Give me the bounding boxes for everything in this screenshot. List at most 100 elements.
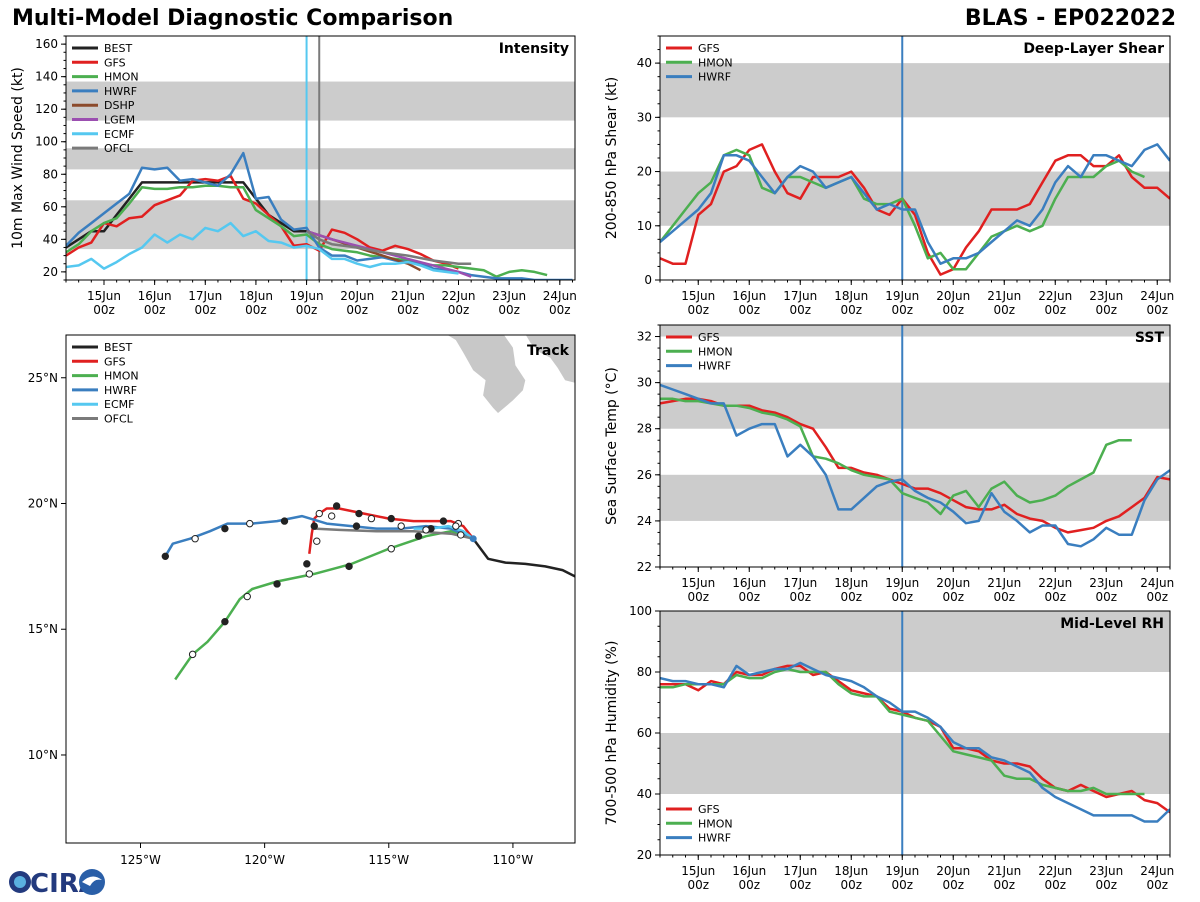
y-axis-label: 200-850 hPa Shear (kt)	[604, 77, 620, 239]
legend-label-hwrf: HWRF	[104, 384, 137, 397]
track-line-best	[472, 537, 575, 578]
panel-title: Deep-Layer Shear	[1023, 41, 1164, 57]
x-tick-hour: 00z	[1146, 303, 1168, 317]
legend-label-gfs: GFS	[698, 803, 720, 816]
x-tick-hour: 00z	[891, 590, 913, 604]
track-point-hmon	[243, 592, 251, 601]
legend-label-ofcl: OFCL	[104, 413, 134, 426]
x-tick-day: 16Jun	[732, 864, 766, 878]
legend-label-ofcl: OFCL	[104, 142, 134, 155]
track-point-gfs	[387, 514, 395, 523]
x-tick-hour: 00z	[840, 590, 862, 604]
track-point-hmon	[188, 650, 197, 659]
x-tick-hour: 00z	[840, 878, 862, 892]
x-tick-day: 21Jun	[987, 864, 1021, 878]
x-tick-day: 23Jun	[1089, 864, 1123, 878]
x-tick-day: 24Jun	[1140, 864, 1174, 878]
legend-label-lgem: LGEM	[104, 114, 135, 127]
legend-label-hwrf: HWRF	[698, 71, 731, 84]
legend-label-best: BEST	[104, 42, 132, 55]
x-tick-day: 17Jun	[783, 289, 817, 303]
legend-label-gfs: GFS	[698, 331, 720, 344]
track-point-gfs	[315, 509, 323, 518]
y-tick-label: 40	[637, 787, 652, 801]
x-tick-day: 17Jun	[188, 289, 222, 303]
x-tick-hour: 00z	[738, 878, 760, 892]
legend-label-ecmf: ECMF	[104, 398, 134, 411]
lat-tick-label: 20°N	[28, 496, 58, 510]
page-title: Multi-Model Diagnostic Comparison	[12, 6, 454, 31]
y-tick-label: 28	[637, 422, 652, 436]
plot-frame	[659, 324, 1171, 568]
y-tick-label: 80	[637, 665, 652, 679]
track-point-hwrf	[191, 535, 199, 543]
series-line-hmon	[66, 184, 548, 278]
x-tick-day: 22Jun	[1038, 576, 1072, 590]
x-tick-day: 16Jun	[138, 289, 172, 303]
legend-label-hwrf: HWRF	[698, 832, 731, 845]
x-tick-hour: 00z	[993, 590, 1015, 604]
y-axis-label: Sea Surface Temp (°C)	[604, 367, 620, 525]
y-tick-label: 30	[637, 376, 652, 390]
x-tick-hour: 00z	[942, 303, 964, 317]
x-tick-day: 21Jun	[987, 576, 1021, 590]
x-tick-hour: 00z	[1044, 878, 1066, 892]
x-tick-hour: 00z	[1095, 303, 1117, 317]
shaded-band	[66, 81, 575, 121]
legend-label-hwrf: HWRF	[104, 85, 137, 98]
x-tick-day: 20Jun	[936, 576, 970, 590]
shaded-band	[660, 325, 1170, 337]
track-point-ecmf	[367, 514, 376, 523]
x-tick-day: 24Jun	[1140, 576, 1174, 590]
y-tick-label: 20	[43, 265, 58, 279]
track-point-hwrf	[280, 517, 289, 525]
legend-label-gfs: GFS	[104, 355, 126, 368]
series-line-gfs	[660, 143, 1170, 276]
x-tick-day: 18Jun	[834, 576, 868, 590]
track-point-hwrf	[221, 524, 229, 533]
y-tick-label: 20	[637, 848, 652, 862]
panel-title: Track	[527, 343, 570, 359]
x-tick-day: 22Jun	[441, 289, 475, 303]
track-point-ecmf	[422, 526, 430, 534]
series-line-lgem	[306, 230, 472, 278]
x-tick-hour: 00z	[687, 878, 709, 892]
y-tick-label: 60	[43, 200, 58, 214]
x-tick-hour: 00z	[1095, 590, 1117, 604]
x-tick-day: 23Jun	[492, 289, 526, 303]
y-tick-label: 24	[637, 514, 652, 528]
logo-swirl-mark-icon	[82, 876, 102, 886]
x-tick-day: 18Jun	[239, 289, 273, 303]
lat-tick-label: 25°N	[28, 371, 58, 385]
x-tick-hour: 00z	[346, 303, 368, 317]
track-point-gfs	[355, 509, 363, 518]
track-point-gfs	[439, 517, 448, 525]
lon-tick-label: 125°W	[120, 853, 161, 867]
x-tick-hour: 00z	[296, 303, 318, 317]
x-tick-hour: 00z	[93, 303, 115, 317]
x-tick-day: 22Jun	[1038, 289, 1072, 303]
x-tick-day: 18Jun	[834, 289, 868, 303]
panel-shear: 01020304015Jun00z16Jun00z17Jun00z18Jun00…	[604, 35, 1174, 317]
x-tick-hour: 00z	[1044, 590, 1066, 604]
x-tick-hour: 00z	[1044, 303, 1066, 317]
lon-tick-label: 110°W	[493, 853, 534, 867]
y-tick-label: 120	[35, 102, 58, 116]
legend-label-ecmf: ECMF	[104, 128, 134, 141]
legend-label-gfs: GFS	[698, 42, 720, 55]
legend-label-hwrf: HWRF	[698, 360, 731, 373]
shaded-band	[660, 63, 1170, 118]
x-tick-day: 22Jun	[1038, 864, 1072, 878]
y-tick-label: 140	[35, 70, 58, 84]
x-tick-hour: 00z	[194, 303, 216, 317]
y-tick-label: 160	[35, 37, 58, 51]
x-tick-hour: 00z	[144, 303, 166, 317]
track-line-ofcl	[314, 527, 474, 540]
x-tick-hour: 00z	[1146, 590, 1168, 604]
track-point-ecmf	[313, 537, 321, 545]
plot-area-shear	[660, 36, 1170, 280]
y-tick-label: 100	[629, 604, 652, 618]
track-point-hmon	[345, 562, 353, 571]
x-tick-day: 20Jun	[936, 289, 970, 303]
